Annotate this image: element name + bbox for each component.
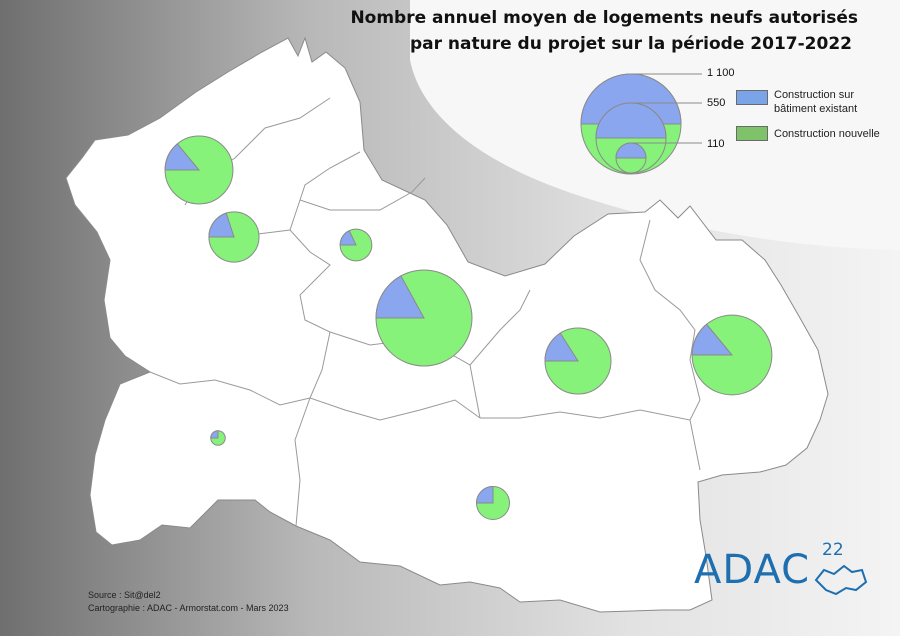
pie-symbols (164, 135, 773, 521)
legend-value-110: 110 (707, 138, 725, 150)
logo-text: ADAC (694, 547, 811, 593)
pie-west-center-existing-slice (208, 212, 235, 238)
pie-southwest-existing-slice (210, 430, 219, 439)
pie-center-existing-slice (375, 275, 425, 319)
legend-label-new: Construction nouvelle (774, 128, 880, 140)
legend-value-550: 550 (707, 97, 726, 109)
legend-label-existing-line2: bâtiment existant (774, 103, 858, 115)
pie-north-center-existing-slice (339, 229, 357, 246)
pie-northwest-existing-slice (164, 143, 201, 171)
size-legend (580, 73, 702, 175)
cartography-credit: Cartographie : ADAC - Armorstat.com - Ma… (88, 603, 289, 613)
pie-east-center-existing-slice (544, 332, 579, 362)
legend-swatch-existing (736, 90, 768, 105)
logo-emblem (814, 564, 868, 596)
map-title-line1: Nombre annuel moyen de logements neufs a… (350, 8, 858, 28)
pie-east-existing-slice (691, 323, 734, 356)
source-line: Source : Sit@del2 (88, 590, 161, 600)
logo-number: 22 (822, 540, 844, 560)
pie-south-existing-slice (475, 485, 494, 504)
legend-swatch-new (736, 126, 768, 141)
map-title-line2: par nature du projet sur la période 2017… (409, 34, 852, 54)
legend-label-existing-line1: Construction sur (774, 89, 855, 101)
legend-value-1100: 1 100 (707, 67, 735, 79)
